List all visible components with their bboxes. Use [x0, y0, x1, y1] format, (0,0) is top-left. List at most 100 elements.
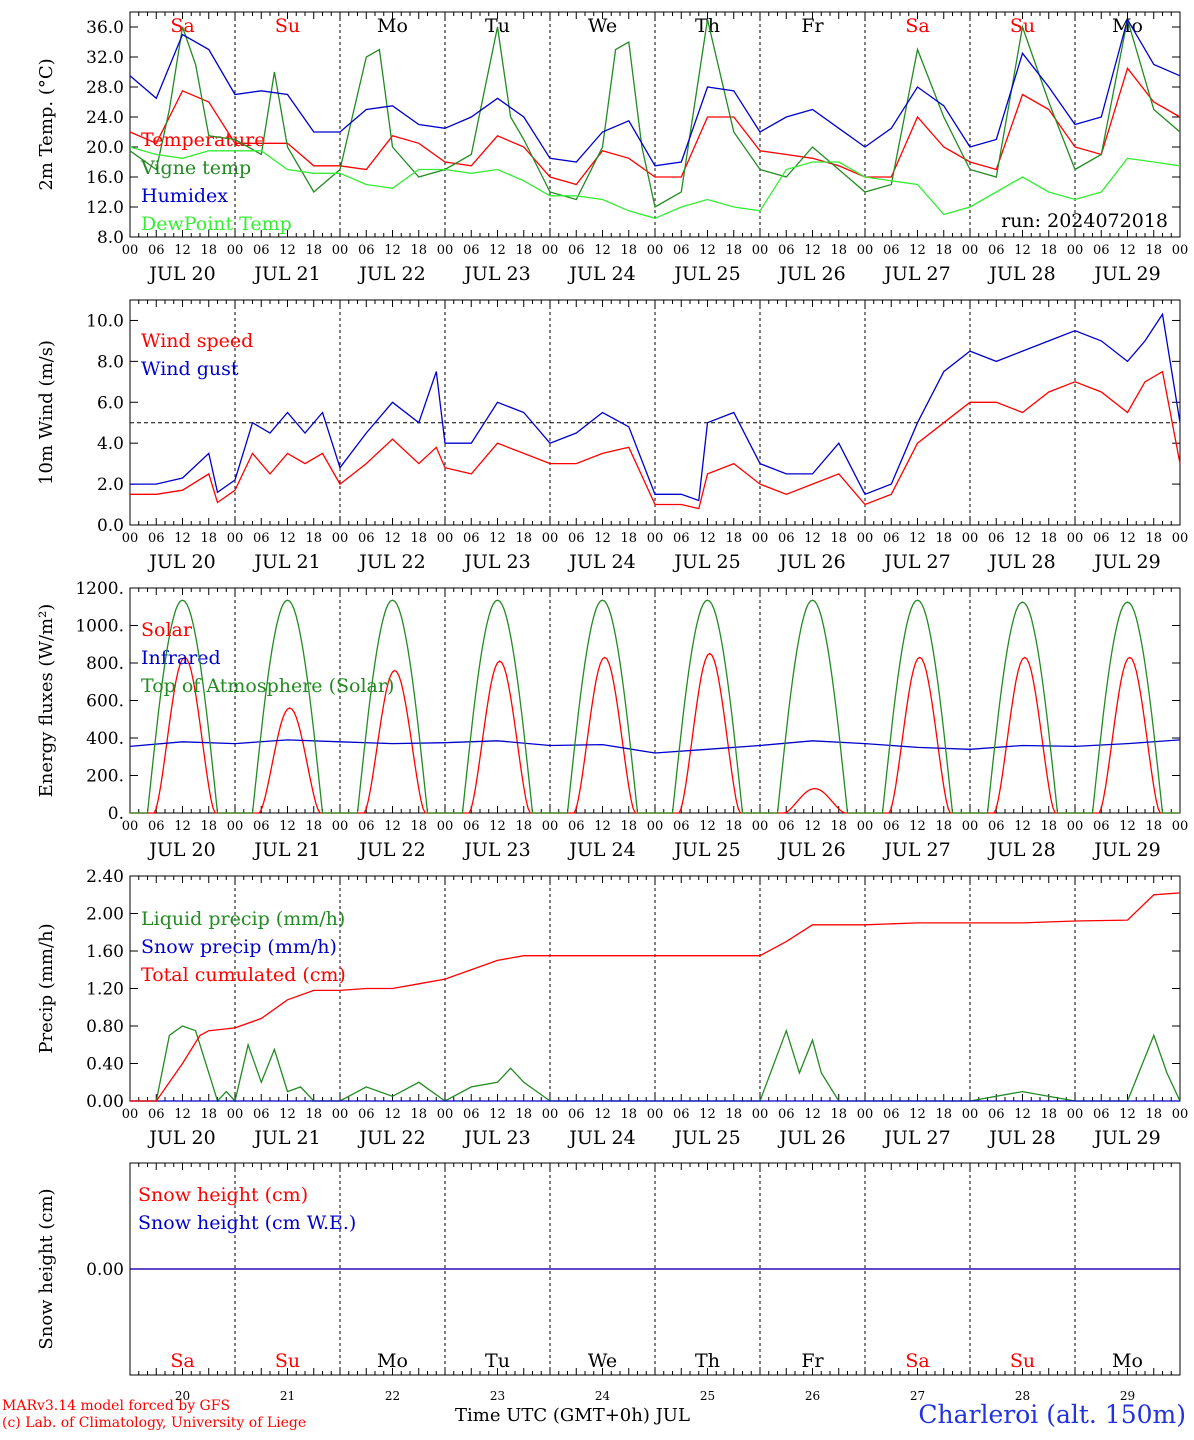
- day-label: JUL 24: [567, 839, 635, 861]
- hour-tick-label: 12: [909, 531, 926, 546]
- hour-tick-label: 12: [279, 1107, 296, 1122]
- legend-entry: Top of Atmosphere (Solar): [141, 675, 394, 697]
- y-tick-label: 8.0: [97, 228, 124, 248]
- hour-tick-label: 00: [1067, 243, 1084, 258]
- hour-tick-label: 00: [857, 243, 874, 258]
- day-label: JUL 26: [777, 263, 845, 285]
- y-tick-label: 0.80: [86, 1017, 124, 1037]
- hour-tick-label: 00: [647, 531, 664, 546]
- hour-tick-label: 18: [1040, 1107, 1057, 1122]
- weekday-label: Sa: [170, 15, 194, 37]
- weekday-label: We: [588, 1350, 617, 1372]
- bottom-axis-title: Time UTC (GMT+0h) JUL: [455, 1405, 690, 1426]
- hour-tick-label: 12: [804, 243, 821, 258]
- hour-tick-label: 12: [489, 531, 506, 546]
- hour-tick-label: 00: [752, 1107, 769, 1122]
- hour-tick-label: 12: [594, 819, 611, 834]
- weekday-label: Su: [275, 1350, 300, 1372]
- day-label: JUL 28: [987, 263, 1055, 285]
- y-tick-label: 1.60: [86, 942, 124, 962]
- day-label: JUL 26: [777, 1127, 845, 1149]
- hour-tick-label: 18: [620, 243, 637, 258]
- hour-tick-label: 18: [1145, 531, 1162, 546]
- hour-tick-label: 00: [542, 243, 559, 258]
- legend-entry: Humidex: [141, 185, 228, 207]
- series-line-1-1: [129, 66, 1181, 186]
- hour-tick-label: 12: [279, 243, 296, 258]
- hour-tick-label: 06: [148, 819, 165, 834]
- weekday-label: Tu: [485, 15, 510, 37]
- bottom-day-number: 27: [910, 1389, 925, 1403]
- hour-tick-label: 00: [437, 243, 454, 258]
- hour-tick-label: 06: [778, 243, 795, 258]
- hour-tick-label: 00: [752, 243, 769, 258]
- hour-tick-label: 06: [358, 1107, 375, 1122]
- hour-tick-label: 00: [122, 819, 139, 834]
- weekday-label: Tu: [485, 1350, 510, 1372]
- hour-tick-label: 00: [857, 819, 874, 834]
- hour-tick-label: 18: [1040, 531, 1057, 546]
- hour-tick-label: 18: [620, 531, 637, 546]
- hour-tick-label: 12: [594, 243, 611, 258]
- y-axis-label: 2m Temp. (°C): [36, 58, 57, 190]
- hour-tick-label: 06: [1093, 1107, 1110, 1122]
- day-label: JUL 22: [357, 551, 425, 573]
- hour-tick-label: 12: [1119, 819, 1136, 834]
- day-label: JUL 26: [777, 551, 845, 573]
- y-tick-label: 400.: [86, 729, 124, 749]
- bottom-day-number: 23: [490, 1389, 505, 1403]
- weekday-label: Fr: [801, 1350, 824, 1372]
- hour-tick-label: 12: [804, 819, 821, 834]
- y-tick-label: 0.00: [86, 1260, 124, 1280]
- hour-tick-label: 00: [227, 531, 244, 546]
- hour-tick-label: 06: [778, 531, 795, 546]
- hour-tick-label: 12: [594, 1107, 611, 1122]
- y-tick-label: 200.: [86, 767, 124, 787]
- hour-tick-label: 00: [332, 1107, 349, 1122]
- hour-tick-label: 06: [253, 531, 270, 546]
- hour-tick-label: 18: [410, 1107, 427, 1122]
- hour-tick-label: 18: [935, 531, 952, 546]
- day-label: JUL 24: [567, 551, 635, 573]
- y-tick-label: 10.0: [86, 311, 124, 331]
- hour-tick-label: 00: [962, 531, 979, 546]
- hour-tick-label: 00: [122, 531, 139, 546]
- bottom-day-number: 28: [1015, 1389, 1030, 1403]
- y-tick-label: 2.00: [86, 905, 124, 925]
- y-tick-label: 0.0: [97, 516, 124, 536]
- day-label: JUL 28: [987, 551, 1055, 573]
- y-tick-label: 12.0: [86, 198, 124, 218]
- day-label: JUL 25: [672, 1127, 740, 1149]
- y-tick-label: 0.40: [86, 1055, 124, 1075]
- hour-tick-label: 18: [725, 531, 742, 546]
- day-label: JUL 27: [882, 263, 950, 285]
- hour-tick-label: 18: [200, 531, 217, 546]
- hour-tick-label: 06: [673, 819, 690, 834]
- hour-tick-label: 06: [883, 243, 900, 258]
- hour-tick-label: 18: [1145, 819, 1162, 834]
- y-tick-label: 28.0: [86, 78, 124, 98]
- hour-tick-label: 06: [988, 531, 1005, 546]
- y-tick-label: 2.0: [97, 475, 124, 495]
- hour-tick-label: 06: [1093, 819, 1110, 834]
- day-label: JUL 23: [462, 1127, 530, 1149]
- hour-tick-label: 12: [1119, 1107, 1136, 1122]
- hour-tick-label: 06: [463, 819, 480, 834]
- panel-5: 0.00 Snow height (cm) Sa Su Mo Tu We Th Fr Sa Su Mo…: [36, 1162, 1181, 1403]
- hour-tick-label: 06: [463, 243, 480, 258]
- legend-entry: Liquid precip (mm/h): [141, 908, 345, 930]
- hour-tick-label: 06: [148, 1107, 165, 1122]
- y-tick-label: 800.: [86, 654, 124, 674]
- hour-tick-label: 00: [542, 531, 559, 546]
- panel-1: 8.0 12.0 16.0 20.0 24.0 28.0 32.0 36.0 2m Temp. …: [36, 11, 1188, 285]
- day-label: JUL 29: [1092, 263, 1160, 285]
- day-label: JUL 21: [252, 1127, 320, 1149]
- hour-tick-label: 18: [620, 1107, 637, 1122]
- hour-tick-label: 12: [174, 243, 191, 258]
- hour-tick-label: 06: [988, 819, 1005, 834]
- hour-tick-label: 00: [647, 819, 664, 834]
- hour-tick-label: 06: [988, 243, 1005, 258]
- hour-tick-label: 00: [437, 819, 454, 834]
- y-axis-label: Snow height (cm): [36, 1188, 57, 1349]
